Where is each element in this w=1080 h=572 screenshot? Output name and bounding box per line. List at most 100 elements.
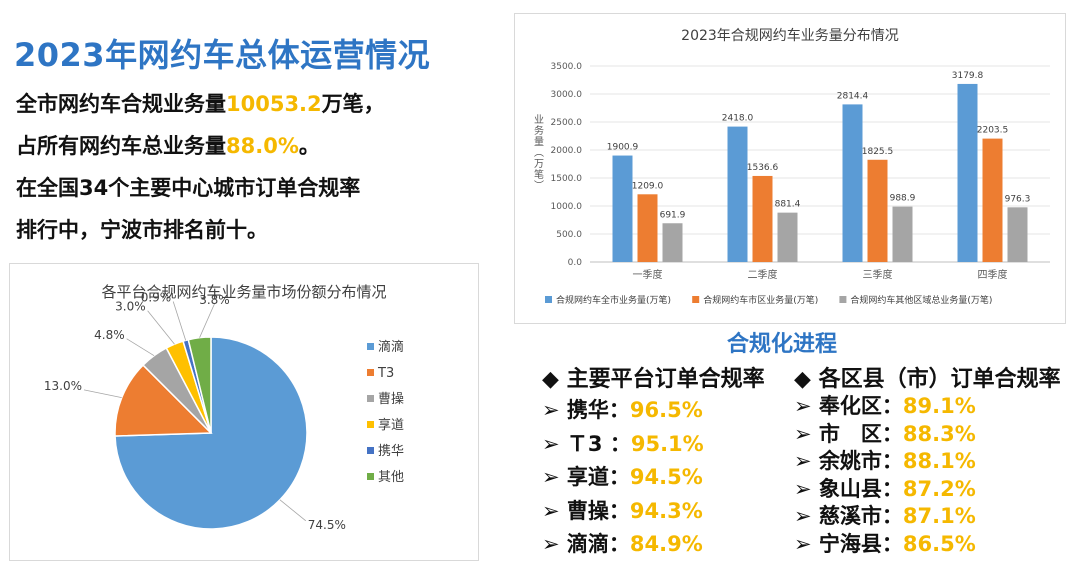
pie-chart-panel: 各平台合规网约车业务量市场份额分布情况 74.5% 13.0% 4.8% 3.0% 0.9…	[9, 263, 479, 561]
headline-line-2: 占所有网约车总业务量88.0%。	[16, 130, 320, 160]
platform-rate: 84.9%	[629, 532, 703, 556]
pie-slice-2	[114, 364, 213, 437]
district-rate: 88.1%	[902, 449, 976, 473]
pie-data-label: 4.8%	[94, 328, 125, 342]
district-rate: 89.1%	[902, 394, 976, 418]
district-row: ➢ 慈溪市：87.1%	[794, 500, 976, 530]
pie-slice-6	[187, 336, 212, 434]
bar-y-tick-label: 500.0	[556, 230, 582, 240]
headline-line-1-unit: 万笔，	[321, 92, 385, 116]
headline-line-4: 排行中，宁波市排名前十。	[16, 218, 268, 242]
headline-line-3: 在全国34个主要中心城市订单合规率	[16, 176, 361, 200]
headline-line-2-end: 。	[298, 134, 320, 158]
platform-rate: 95.1%	[630, 431, 704, 456]
arrow-bullet-icon: ➢	[794, 531, 819, 556]
pie-legend-label: 携华	[378, 443, 404, 459]
headline-line-2-text: 占所有网约车总业务量	[16, 134, 226, 158]
bar-x-tick-label: 三季度	[863, 268, 893, 281]
bar-data-label: 691.9	[660, 210, 686, 220]
pie-legend-label: 其他	[378, 470, 404, 485]
district-rate: 87.2%	[902, 476, 976, 501]
bar-x-tick-label: 一季度	[633, 268, 663, 281]
bar-data-label: 2418.0	[722, 114, 754, 124]
bar-legend-swatch	[545, 296, 552, 303]
district-name: 市 区：	[818, 421, 903, 446]
bar-data-label: 988.9	[890, 194, 916, 204]
district-row: ➢ 象山县：87.2%	[794, 473, 976, 503]
bar-1-4	[957, 83, 978, 262]
pie-leader-line	[199, 303, 215, 338]
bar-x-tick-label: 二季度	[748, 268, 778, 281]
pie-legend-swatch	[367, 473, 374, 480]
platform-compliance-heading: ◆ 主要平台订单合规率	[542, 367, 765, 392]
arrow-bullet-icon: ➢	[542, 431, 567, 456]
pie-leader-line	[126, 338, 155, 357]
page-title: 2023年网约车总体运营情况	[14, 36, 431, 74]
bar-legend-label: 合规网约车全市业务量(万笔)	[556, 294, 671, 306]
district-row: ➢ 余姚市：88.1%	[794, 445, 976, 475]
district-row: ➢ 奉化区：89.1%	[794, 390, 976, 420]
bar-y-tick-label: 1500.0	[551, 174, 583, 184]
bar-3-2	[777, 212, 798, 262]
share-value: 88.0%	[226, 134, 299, 158]
pie-legend-swatch	[367, 343, 374, 350]
bar-y-tick-label: 2000.0	[551, 146, 583, 156]
bar-1-3	[842, 104, 863, 262]
district-rate: 87.1%	[902, 504, 976, 528]
bar-data-label: 1209.0	[632, 181, 664, 191]
headline-line-1: 全市网约车合规业务量10053.2万笔，	[16, 88, 385, 118]
bar-data-label: 1536.6	[747, 163, 779, 173]
district-name: 象山县：	[818, 476, 903, 501]
pie-data-label: 13.0%	[44, 379, 82, 393]
headline-line-1-text: 全市网约车合规业务量	[16, 92, 226, 116]
pie-data-label: 3.0%	[115, 300, 146, 314]
district-name: 宁海县：	[818, 531, 903, 556]
bar-chart-panel: 2023年合规网约车业务量分布情况 0.0 500.0 1000.0 1500.0 200…	[514, 13, 1066, 324]
bar-2-4	[982, 138, 1003, 262]
pie-legend-label: 曹操	[378, 391, 404, 407]
bar-y-tick-label: 3500.0	[551, 62, 583, 72]
arrow-bullet-icon: ➢	[794, 476, 819, 501]
pie-legend-swatch	[367, 447, 374, 454]
total-volume-value: 10053.2	[226, 92, 322, 116]
district-rate: 86.5%	[902, 531, 976, 556]
bar-legend-swatch	[692, 296, 700, 303]
bar-3-3	[892, 206, 913, 262]
bar-legend-label: 合规网约车市区业务量(万笔)	[703, 294, 818, 306]
pie-leader-line	[279, 499, 307, 522]
bar-legend-swatch	[839, 296, 847, 303]
district-rate: 88.3%	[902, 421, 976, 446]
district-row: ➢ 市 区：88.3%	[794, 418, 976, 448]
bar-y-tick-label: 2500.0	[551, 118, 583, 128]
bar-data-label: 2203.5	[977, 126, 1009, 136]
arrow-bullet-icon: ➢	[542, 398, 567, 422]
platform-name: 曹操：	[566, 498, 630, 523]
pie-data-label: 3.8%	[199, 293, 230, 307]
district-name: 慈溪市：	[818, 504, 903, 528]
bar-2-3	[867, 159, 888, 262]
district-row: ➢ 宁海县：86.5%	[794, 528, 976, 558]
pie-legend-swatch	[367, 421, 374, 428]
bar-data-label: 3179.8	[952, 71, 984, 81]
arrow-bullet-icon: ➢	[794, 449, 819, 473]
pie-legend-swatch	[367, 395, 374, 402]
bar-legend-label: 合规网约车其他区域总业务量(万笔)	[850, 294, 992, 306]
platform-name: 滴滴：	[566, 532, 630, 556]
arrow-bullet-icon: ➢	[542, 532, 567, 556]
pie-chart-title: 各平台合规网约车业务量市场份额分布情况	[101, 283, 386, 301]
compliance-section-title: 合规化进程	[727, 332, 838, 357]
platform-row: ➢ 曹操：94.3%	[542, 495, 703, 525]
platform-rate: 94.5%	[629, 465, 703, 489]
pie-chart: 各平台合规网约车业务量市场份额分布情况 74.5% 13.0% 4.8% 3.0%0.9…	[44, 283, 404, 532]
district-name: 奉化区：	[818, 394, 903, 418]
bar-data-label: 2814.4	[837, 91, 869, 101]
platform-row: ➢ Ｔ3 ：95.1%	[542, 428, 704, 458]
pie-legend-swatch	[367, 369, 374, 376]
bar-x-tick-label: 四季度	[978, 268, 1008, 281]
pie-legend-label: 滴滴	[378, 339, 404, 355]
arrow-bullet-icon: ➢	[542, 465, 567, 489]
platform-row: ➢ 携华：96.5%	[542, 394, 703, 424]
district-name: 余姚市：	[818, 449, 903, 473]
bar-1-1	[612, 155, 633, 262]
bar-data-label: 1825.5	[862, 147, 894, 157]
